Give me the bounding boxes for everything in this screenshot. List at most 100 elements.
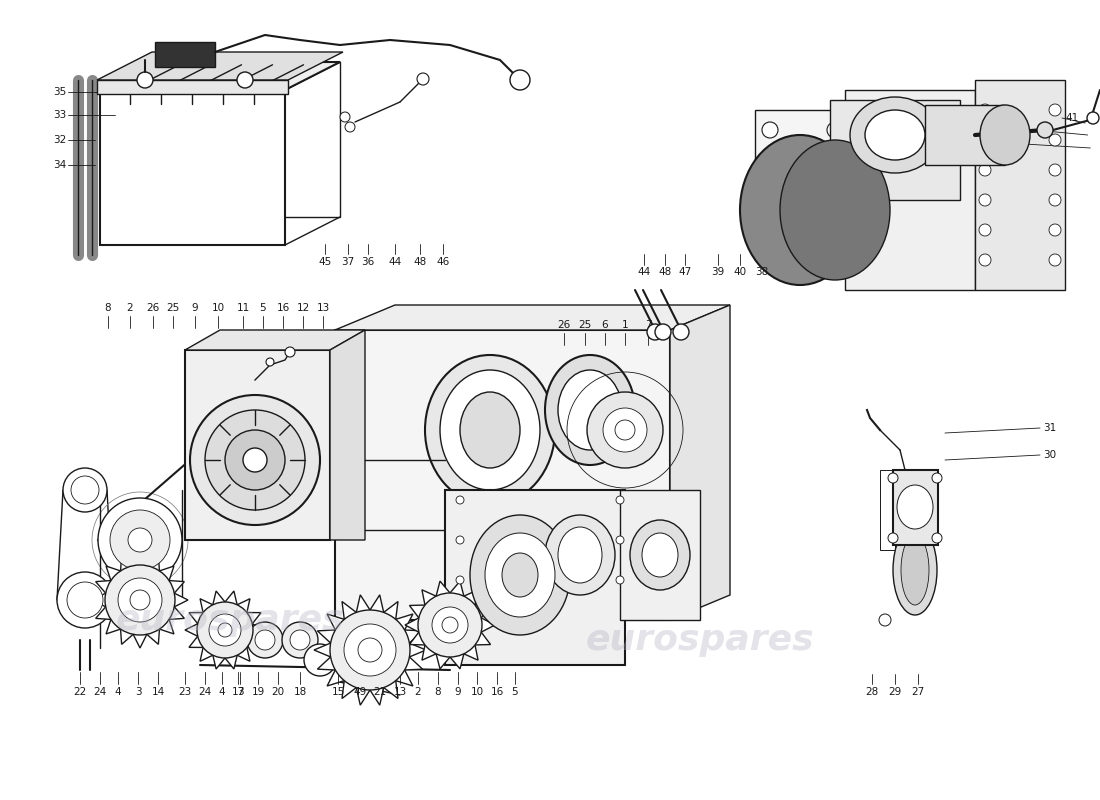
Text: 8: 8	[434, 687, 441, 697]
Circle shape	[290, 630, 310, 650]
Ellipse shape	[470, 515, 570, 635]
Text: eurospares: eurospares	[585, 623, 814, 657]
Text: 49: 49	[353, 687, 366, 697]
Text: 1: 1	[621, 320, 628, 330]
Circle shape	[1049, 254, 1061, 266]
Text: 6: 6	[602, 320, 608, 330]
Text: 42: 42	[1038, 125, 1052, 135]
Bar	[97, 80, 288, 94]
Circle shape	[344, 624, 396, 676]
Text: 44: 44	[637, 267, 650, 277]
Bar	[155, 62, 340, 217]
Polygon shape	[100, 62, 340, 90]
Circle shape	[979, 164, 991, 176]
Bar	[100, 90, 285, 245]
Circle shape	[456, 496, 464, 504]
Text: 30: 30	[1044, 450, 1057, 460]
Ellipse shape	[440, 370, 540, 490]
Polygon shape	[185, 591, 265, 669]
Bar	[620, 490, 700, 620]
Text: 40: 40	[734, 267, 747, 277]
Circle shape	[128, 528, 152, 552]
Ellipse shape	[740, 135, 860, 285]
Text: 9: 9	[454, 687, 461, 697]
Text: 8: 8	[104, 303, 111, 313]
Text: 26: 26	[558, 320, 571, 330]
Text: 44: 44	[388, 257, 401, 267]
Text: 13: 13	[394, 687, 407, 697]
Bar	[845, 90, 975, 290]
Bar	[830, 100, 960, 200]
Text: 11: 11	[236, 303, 250, 313]
Circle shape	[358, 638, 382, 662]
Circle shape	[1049, 164, 1061, 176]
Text: 29: 29	[889, 687, 902, 697]
Bar	[893, 470, 938, 545]
Bar	[336, 330, 670, 620]
Ellipse shape	[893, 525, 937, 615]
Circle shape	[616, 576, 624, 584]
Text: 5: 5	[512, 687, 518, 697]
Ellipse shape	[896, 485, 933, 529]
Text: 7: 7	[645, 320, 651, 330]
Text: 48: 48	[659, 267, 672, 277]
Circle shape	[1037, 122, 1053, 138]
Circle shape	[282, 622, 318, 658]
Text: 17: 17	[231, 687, 244, 697]
Text: 4: 4	[219, 687, 225, 697]
Ellipse shape	[901, 535, 930, 605]
Polygon shape	[185, 330, 365, 350]
Circle shape	[979, 224, 991, 236]
Circle shape	[236, 72, 253, 88]
Text: 10: 10	[211, 303, 224, 313]
Circle shape	[1049, 194, 1061, 206]
Text: 28: 28	[866, 687, 879, 697]
Ellipse shape	[850, 97, 940, 173]
Text: 21: 21	[373, 687, 386, 697]
Circle shape	[67, 582, 103, 618]
Text: 36: 36	[362, 257, 375, 267]
Bar	[975, 80, 1065, 290]
Circle shape	[1087, 112, 1099, 124]
Circle shape	[979, 134, 991, 146]
Polygon shape	[92, 552, 188, 648]
Circle shape	[762, 222, 778, 238]
Bar	[155, 42, 214, 67]
Text: 25: 25	[579, 320, 592, 330]
Text: 45: 45	[318, 257, 331, 267]
Circle shape	[104, 565, 175, 635]
Circle shape	[456, 536, 464, 544]
Text: 5: 5	[260, 303, 266, 313]
Circle shape	[98, 498, 182, 582]
Ellipse shape	[544, 355, 635, 465]
Text: 48: 48	[414, 257, 427, 267]
Bar	[925, 105, 1005, 165]
Text: 15: 15	[331, 687, 344, 697]
Bar	[446, 490, 625, 665]
Circle shape	[330, 610, 410, 690]
Text: 13: 13	[317, 303, 330, 313]
Circle shape	[255, 630, 275, 650]
Text: 37: 37	[341, 257, 354, 267]
Circle shape	[587, 392, 663, 468]
Circle shape	[197, 602, 253, 658]
Text: 41: 41	[1066, 113, 1079, 123]
Text: 12: 12	[296, 303, 309, 313]
Circle shape	[442, 617, 458, 633]
Text: 33: 33	[54, 110, 67, 120]
Polygon shape	[336, 305, 730, 330]
Ellipse shape	[485, 533, 556, 617]
Text: 16: 16	[491, 687, 504, 697]
Text: 2: 2	[126, 303, 133, 313]
Text: 3: 3	[236, 687, 243, 697]
Circle shape	[190, 395, 320, 525]
Text: 16: 16	[276, 303, 289, 313]
Text: 34: 34	[54, 160, 67, 170]
Circle shape	[762, 122, 778, 138]
Bar	[185, 350, 330, 540]
Circle shape	[1049, 134, 1061, 146]
Text: 4: 4	[114, 687, 121, 697]
Circle shape	[888, 473, 898, 483]
Circle shape	[762, 172, 778, 188]
Text: 31: 31	[1044, 423, 1057, 433]
